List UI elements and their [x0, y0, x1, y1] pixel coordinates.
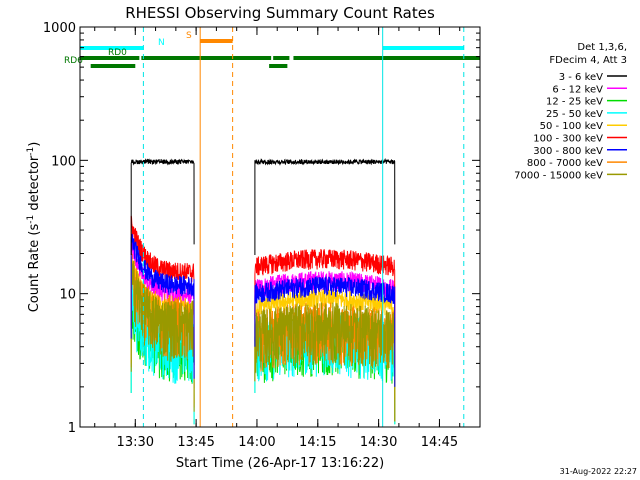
x-tick-label: 14:45: [421, 435, 458, 450]
status-label-rd6: RD6: [64, 56, 83, 66]
status-label-s: S: [186, 31, 192, 41]
y-tick-label: 10: [59, 288, 76, 303]
legend-label: 800 - 7000 keV: [527, 158, 603, 169]
series-line: [130, 257, 195, 412]
ylabel-sup1: -1: [26, 215, 36, 224]
ylabel-sup2: -1: [26, 147, 36, 156]
series-line: [254, 157, 396, 255]
plot-frame: [79, 26, 481, 428]
status-bars: N S RD0 RD6: [64, 31, 480, 68]
y-tick-label: 1: [68, 421, 76, 436]
x-tick-label: 13:30: [117, 435, 154, 450]
series-line: [254, 275, 396, 387]
series-line: [254, 249, 396, 360]
status-label-n: N: [158, 38, 165, 48]
series-line: [130, 233, 195, 379]
series-line: [254, 302, 396, 422]
y-axis: 1 10 100 1000: [43, 21, 480, 436]
legend-header-1: Det 1,3,6,: [577, 42, 627, 53]
y-tick-label: 1000: [43, 21, 76, 36]
legend-header-2: FDecim 4, Att 3: [549, 55, 627, 66]
x-axis-label: Start Time (26-Apr-17 13:16:22): [176, 456, 384, 471]
ylabel-mid: detector: [27, 155, 42, 215]
legend-label: 12 - 25 keV: [546, 97, 603, 108]
legend-label: 25 - 50 keV: [546, 109, 603, 120]
legend-label: 3 - 6 keV: [559, 72, 603, 83]
legend-label: 50 - 100 keV: [540, 121, 604, 132]
legend-label: 6 - 12 keV: [552, 84, 603, 95]
x-axis: 13:30 13:45 14:00 14:15 14:30 14:45: [94, 27, 481, 450]
x-tick-label: 14:00: [238, 435, 275, 450]
ylabel-end: ): [27, 142, 42, 147]
x-tick-label: 13:45: [177, 435, 214, 450]
legend-label: 300 - 800 keV: [533, 146, 603, 157]
series-line: [130, 158, 195, 255]
legend-label: 100 - 300 keV: [533, 134, 603, 145]
legend-label: 7000 - 15000 keV: [514, 170, 603, 181]
status-label-rd0: RD0: [108, 48, 127, 58]
chart-title: RHESSI Observing Summary Count Rates: [125, 4, 435, 22]
y-tick-label: 100: [51, 154, 76, 169]
data-layer: [130, 157, 396, 425]
ylabel-main: Count Rate (s: [27, 224, 42, 313]
x-tick-label: 14:30: [360, 435, 397, 450]
x-tick-label: 14:15: [299, 435, 336, 450]
y-axis-label: Count Rate (s-1 detector-1): [26, 142, 42, 313]
footer-date: 31-Aug-2022 22:27: [560, 467, 637, 476]
